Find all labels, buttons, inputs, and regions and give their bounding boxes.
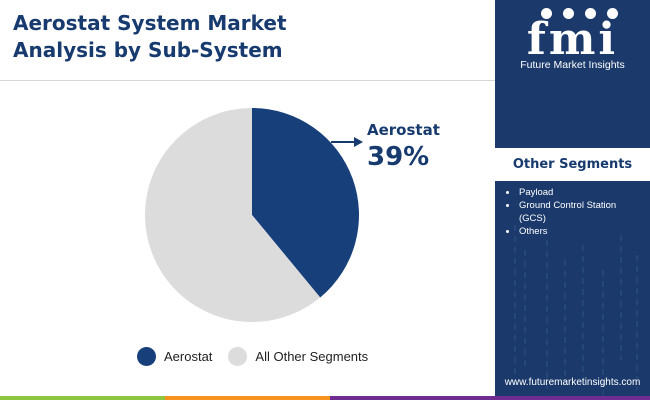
other-segments-header: Other Segments	[495, 148, 650, 181]
chart-title-line-1: Aerostat System Market	[13, 11, 287, 35]
chart-legend: Aerostat All Other Segments	[137, 347, 384, 366]
logo-dot-icon	[541, 8, 552, 19]
bottom-bar-purple	[330, 396, 650, 400]
sidebar-decoration	[514, 225, 638, 395]
logo-icons	[533, 8, 623, 22]
bottom-bar-green	[0, 396, 165, 400]
pie-slice-aerostat	[252, 108, 359, 298]
legend-swatch-aerostat	[137, 347, 156, 366]
logo-dot-icon	[585, 8, 596, 19]
callout-arrow	[331, 137, 363, 147]
chart-title-line-2: Analysis by Sub-System	[13, 38, 283, 62]
logo-subtitle: Future Market Insights	[520, 59, 625, 71]
website-link[interactable]: www.futuremarketinsights.com	[504, 377, 641, 388]
legend-label-aerostat: Aerostat	[164, 349, 213, 364]
logo-dot-icon	[563, 8, 574, 19]
legend-swatch-all-other-segments	[228, 347, 248, 366]
bottom-bar-orange	[165, 396, 330, 400]
pie-slice-all-other-segments	[144, 108, 321, 322]
pie-slices	[144, 108, 359, 322]
other-segments-heading: Other Segments	[512, 157, 633, 172]
chart-title: Aerostat System Market Analysis by Sub-S…	[13, 10, 483, 64]
segment-item-payload: Payload	[504, 186, 644, 199]
sidebar: fmi Future Market Insights Other Segment…	[495, 0, 650, 400]
logo-mark: fmi	[526, 14, 619, 65]
callout-arrow-head	[354, 137, 363, 147]
legend-label-all-other-segments: All Other Segments	[255, 349, 369, 364]
bottom-color-bar	[0, 396, 650, 400]
callout-value: 39%	[367, 142, 430, 172]
segment-item-others: Others	[504, 225, 644, 238]
logo-dot-icon	[607, 8, 618, 19]
segment-item-gcs: Ground Control Station (GCS)	[504, 199, 644, 225]
legend-item-all-other-segments: All Other Segments	[228, 347, 368, 366]
callout-label: Aerostat	[367, 121, 440, 139]
legend-item-aerostat: Aerostat	[137, 347, 212, 366]
pie-chart	[144, 108, 363, 322]
title-divider	[0, 80, 495, 81]
other-segments-list: Payload Ground Control Station (GCS) Oth…	[504, 186, 644, 238]
